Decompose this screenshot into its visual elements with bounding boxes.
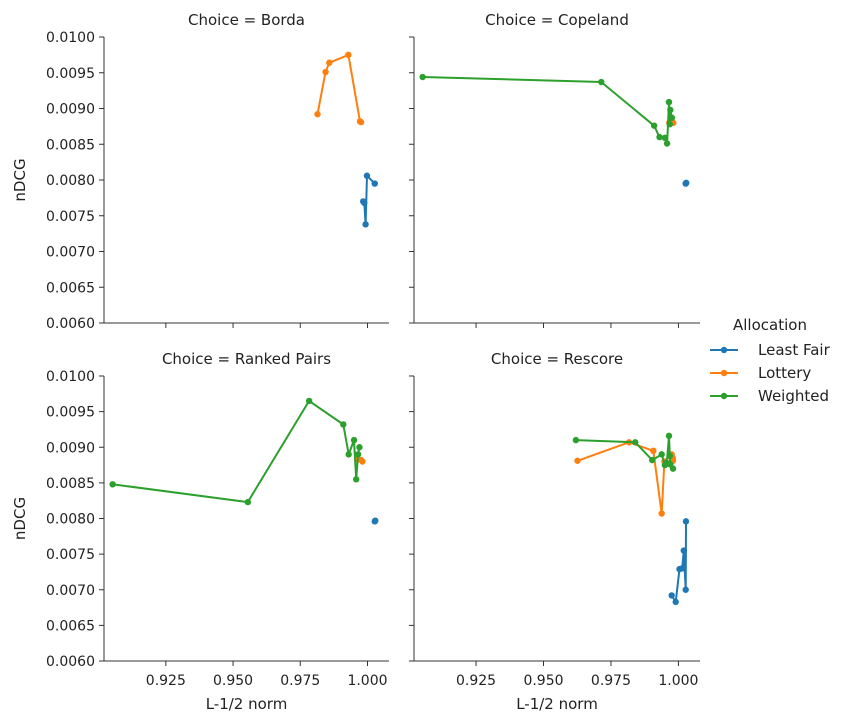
series-line-weighted [112,399,361,504]
data-point-weighted [345,451,352,458]
legend-entry-label: Weighted [758,387,829,405]
data-point-weighted [352,476,360,483]
panel-3: Choice = Ranked Pairs 0.0060 0.0065 0.0070 0… [11,350,389,712]
x-tick-label: 0.975 [280,673,320,689]
data-point-weighted [666,121,673,128]
data-point-least-fair [668,592,675,599]
series-line-lottery [316,53,362,123]
legend-title: Allocation [733,316,807,334]
legend-swatch-marker [720,392,728,400]
data-point-least-fair [680,547,688,554]
data-point-weighted [661,134,669,142]
data-point-weighted [632,439,639,446]
data-point-lottery [650,447,657,455]
legend-swatch-marker [720,346,728,354]
data-point-weighted [658,451,665,458]
data-point-least-fair [362,221,369,228]
panel-title: Choice = Copeland [485,11,629,29]
y-tick-label: 0.0075 [46,547,95,563]
x-tick-label: 0.925 [146,673,186,689]
data-point-weighted [244,498,252,506]
data-point-weighted [649,456,656,464]
panel-title: Choice = Ranked Pairs [162,350,331,368]
data-point-weighted [350,436,358,444]
legend-entry-label: Lottery [758,364,811,382]
data-point-least-fair [372,517,379,524]
series-line-lottery [577,441,674,515]
panel-4: Choice = Rescore 0.925 0.950 0.975 1.000 L-1/… [409,350,700,712]
data-point-lottery [314,111,321,118]
data-point-weighted [356,444,363,451]
data-point-weighted [354,451,362,458]
y-tick-label: 0.0070 [46,583,95,599]
data-point-least-fair [363,172,371,179]
y-tick-label: 0.0060 [46,316,95,332]
data-point-weighted [667,106,674,114]
y-tick-label: 0.0090 [46,440,95,456]
y-tick-label: 0.0100 [46,30,95,46]
legend-swatch-marker [720,369,728,377]
x-tick-label: 0.925 [456,673,496,689]
data-point-least-fair [682,518,690,525]
series-line-weighted [422,76,673,145]
data-point-least-fair [683,179,690,187]
data-point-weighted [669,465,677,472]
y-tick-label: 0.0060 [46,654,95,670]
data-point-least-fair [678,565,686,572]
data-point-lottery [322,68,329,76]
data-point-weighted [419,73,426,81]
data-point-lottery [658,510,665,517]
y-tick-label: 0.0090 [46,102,95,118]
data-point-weighted [666,452,673,459]
data-point-lottery [574,457,581,464]
legend-entry-label: Least Fair [758,341,831,359]
x-tick-label: 0.950 [213,673,253,689]
y-tick-label: 0.0085 [46,137,95,153]
data-point-lottery [357,118,365,126]
y-tick-label: 0.0080 [46,512,95,528]
y-axis-label: nDCG [11,158,29,201]
x-tick-label: 1.000 [658,673,698,689]
data-point-lottery [326,59,333,66]
panel-2: Choice = Copeland [409,11,700,328]
x-tick-label: 0.950 [523,673,563,689]
data-point-weighted [340,421,347,428]
data-point-least-fair [682,586,689,593]
y-tick-label: 0.0095 [46,66,95,82]
series-line-weighted [575,434,674,470]
y-tick-label: 0.0070 [46,245,95,261]
data-point-weighted [665,432,673,440]
data-point-least-fair [361,199,368,207]
x-tick-label: 0.975 [591,673,631,689]
panel-1: Choice = Borda 0.0060 0.0065 0.0070 0.0075 0.… [11,11,389,332]
data-point-lottery [359,458,366,465]
panel-title: Choice = Rescore [491,350,623,368]
x-axis-label: L-1/2 norm [206,695,288,712]
x-tick-label: 1.000 [347,673,387,689]
data-point-weighted [109,481,116,488]
data-point-weighted [656,133,663,141]
panel-title: Choice = Borda [188,11,305,29]
y-tick-label: 0.0065 [46,618,95,634]
y-tick-label: 0.0080 [46,173,95,189]
y-tick-label: 0.0075 [46,209,95,225]
y-tick-label: 0.0100 [46,369,95,385]
data-point-weighted [668,114,676,121]
data-point-weighted [572,436,580,444]
x-axis-label: L-1/2 norm [516,695,598,712]
y-axis-label: nDCG [11,497,29,540]
data-point-weighted [305,397,313,405]
data-point-weighted [650,122,658,129]
y-tick-label: 0.0085 [46,476,95,492]
y-tick-label: 0.0095 [46,405,95,421]
data-point-weighted [598,78,605,86]
data-point-least-fair [371,180,378,187]
data-point-weighted [665,98,673,106]
legend: Allocation Least Fair Lottery Weighted [710,316,831,405]
data-point-lottery [345,51,352,59]
data-point-weighted [663,140,671,147]
y-tick-label: 0.0065 [46,280,95,296]
data-point-least-fair [672,598,679,606]
